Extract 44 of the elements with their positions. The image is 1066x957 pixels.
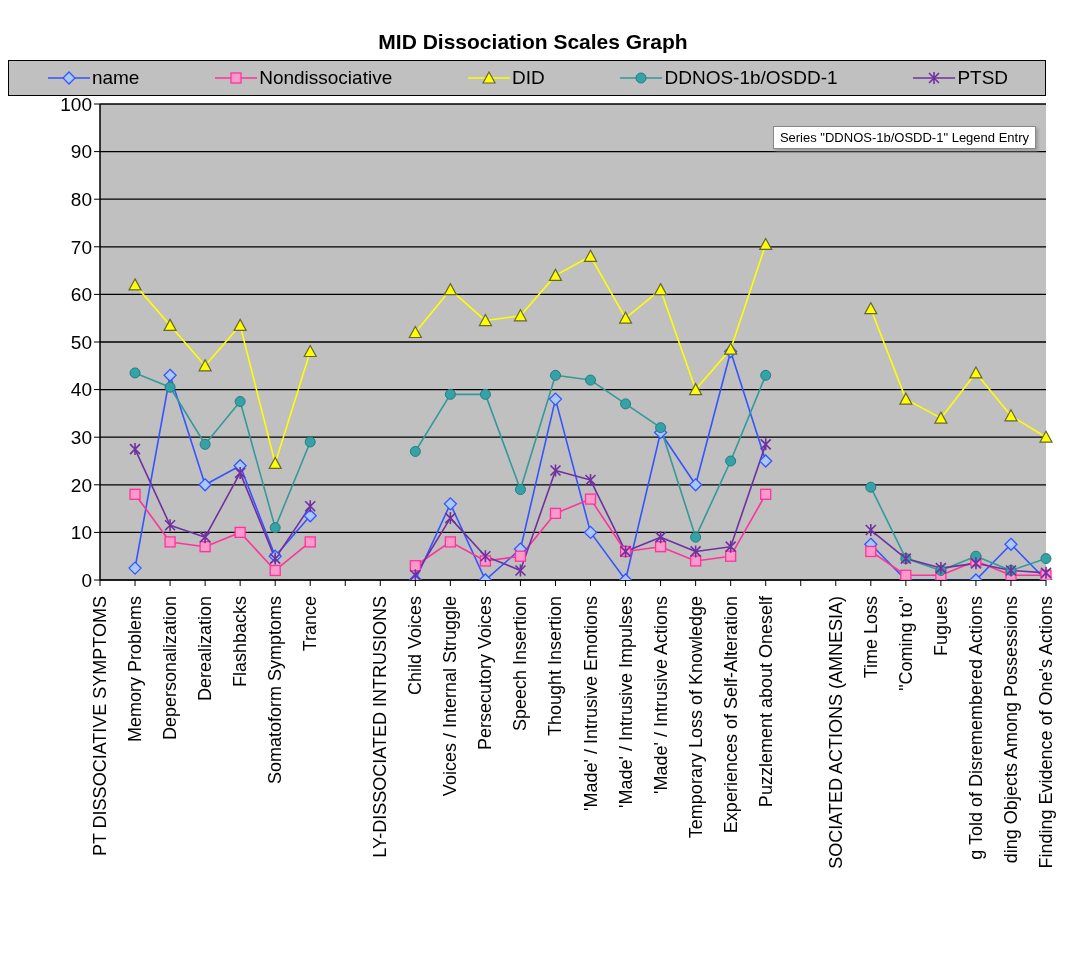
x-tick-label: Fugues xyxy=(930,596,951,657)
chart-title: MID Dissociation Scales Graph xyxy=(377,29,689,55)
x-tick-label: Experiences of Self-Alteration xyxy=(720,596,741,834)
x-tick-label: 'Made' / Intrusive Emotions xyxy=(580,596,601,811)
x-tick-label: Derealization xyxy=(195,596,216,702)
x-tick-label: Somatoform Symptoms xyxy=(265,596,286,785)
x-tick-label: Flashbacks xyxy=(230,596,251,688)
legend-label: PTSD xyxy=(957,67,1009,89)
x-tick-label: Trance xyxy=(300,596,321,652)
x-tick-label: 'Made' / Intrusive Impulses xyxy=(615,596,636,808)
legend-label: Nondissociative xyxy=(259,67,393,89)
legend-label: DID xyxy=(511,67,545,89)
x-tick-label: SOCIATED ACTIONS (AMNESIA) xyxy=(825,596,846,869)
y-tick-label: 70 xyxy=(70,236,92,258)
x-tick-label: ding Objects Among Possessions xyxy=(1000,596,1021,864)
y-tick-label: 10 xyxy=(70,522,92,544)
x-tick-label: Temporary Loss of Knowledge xyxy=(685,596,706,839)
x-tick-label: Voices / Internal Struggle xyxy=(440,596,461,797)
x-tick-label: 'Made' / Intrusive Actions xyxy=(650,596,671,794)
y-tick-label: 30 xyxy=(70,426,92,448)
y-tick-label: 80 xyxy=(70,188,92,210)
x-tick-label: g Told of Disremembered Actions xyxy=(965,596,986,860)
y-tick-label: 90 xyxy=(70,141,92,163)
legend-label: name xyxy=(91,67,140,89)
x-tick-label: Depersonalization xyxy=(160,596,181,741)
x-tick-label: "Coming to" xyxy=(895,596,916,691)
y-tick-label: 0 xyxy=(81,569,92,591)
x-tick-label: Finding Evidence of One's Actions xyxy=(1036,596,1056,869)
y-tick-label: 60 xyxy=(70,284,92,306)
x-tick-label: Puzzlement about Oneself xyxy=(755,595,776,808)
x-tick-label: PT DISSOCIATIVE SYMPTOMS xyxy=(90,596,110,857)
y-tick-label: 100 xyxy=(60,93,92,115)
y-tick-label: 40 xyxy=(70,379,92,401)
x-tick-label: Speech Insertion xyxy=(510,596,531,732)
x-tick-label: Persecutory Voices xyxy=(475,596,496,751)
y-tick-label: 20 xyxy=(70,474,92,496)
legend-label: DDNOS-1b/OSDD-1 xyxy=(664,67,838,89)
y-tick-label: 50 xyxy=(70,331,92,353)
x-tick-label: Memory Problems xyxy=(125,596,146,743)
annotation: Series "DDNOS-1b/OSDD-1" Legend Entry xyxy=(772,126,1036,149)
x-tick-label: Time Loss xyxy=(860,596,881,679)
x-tick-label: Thought Insertion xyxy=(545,596,566,737)
x-tick-label: LY-DISSOCIATED INTRUSIONS xyxy=(370,596,391,858)
x-tick-label: Child Voices xyxy=(405,596,426,696)
